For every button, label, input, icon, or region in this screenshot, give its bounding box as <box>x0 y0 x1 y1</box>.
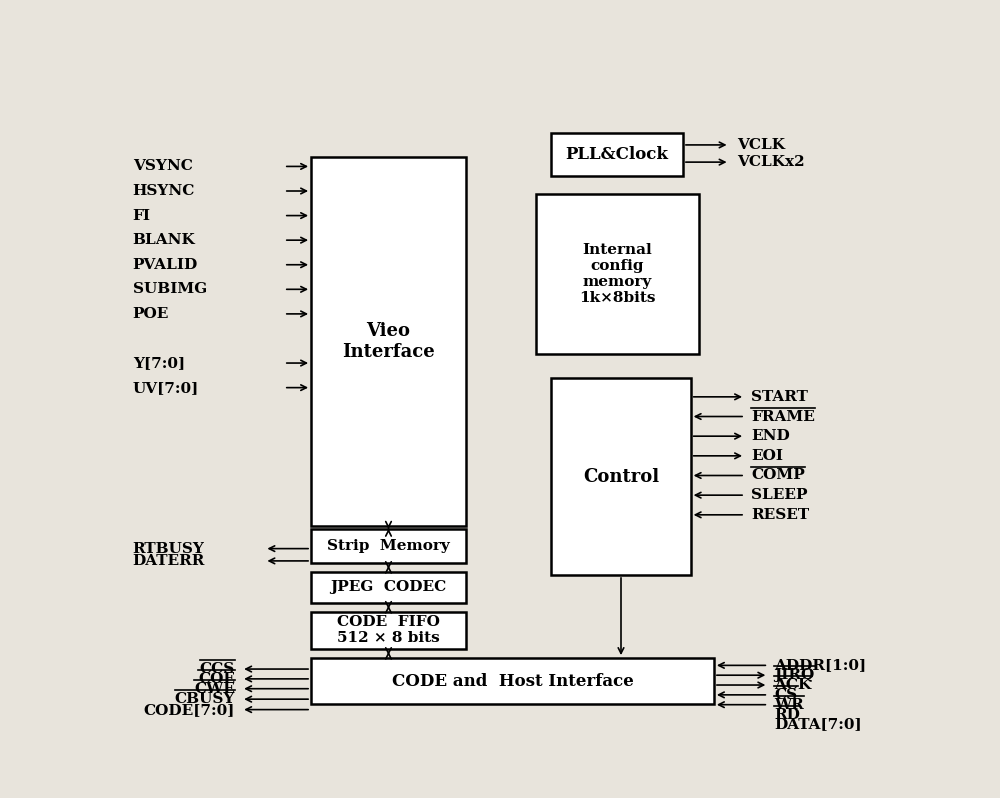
Text: ACK: ACK <box>774 678 812 692</box>
Text: BLANK: BLANK <box>133 233 196 247</box>
Text: Y[7:0]: Y[7:0] <box>133 356 185 370</box>
Text: FRAME: FRAME <box>751 409 815 424</box>
Text: Strip  Memory: Strip Memory <box>327 539 450 553</box>
Text: ADDR[1:0]: ADDR[1:0] <box>774 658 867 673</box>
Text: PLL&Clock: PLL&Clock <box>566 145 669 163</box>
Text: VSYNC: VSYNC <box>133 160 193 173</box>
Bar <box>551 378 691 575</box>
Text: HSYNC: HSYNC <box>133 184 195 198</box>
Text: START: START <box>751 390 808 404</box>
Text: JIRQ: JIRQ <box>774 668 815 682</box>
Bar <box>311 157 466 526</box>
Text: UV[7:0]: UV[7:0] <box>133 381 199 395</box>
Bar <box>311 572 466 602</box>
Text: FI: FI <box>133 208 151 223</box>
Text: RESET: RESET <box>751 508 809 522</box>
Bar <box>536 194 698 354</box>
Text: COE: COE <box>198 672 235 686</box>
Text: Control: Control <box>583 468 659 486</box>
Bar <box>311 529 466 563</box>
Text: Vieo
Interface: Vieo Interface <box>342 322 435 361</box>
Text: JPEG  CODEC: JPEG CODEC <box>330 580 447 595</box>
Bar <box>551 132 683 176</box>
Text: DATA[7:0]: DATA[7:0] <box>774 717 862 731</box>
Text: CODE[7:0]: CODE[7:0] <box>144 702 235 717</box>
Text: RD: RD <box>774 708 800 721</box>
Text: CBUSY: CBUSY <box>175 692 235 706</box>
Text: PVALID: PVALID <box>133 258 198 272</box>
Text: VCLKx2: VCLKx2 <box>737 155 805 169</box>
Text: SLEEP: SLEEP <box>751 488 808 502</box>
Text: RTBUSY: RTBUSY <box>133 542 205 555</box>
Text: SUBIMG: SUBIMG <box>133 282 207 296</box>
Text: CODE and  Host Interface: CODE and Host Interface <box>392 673 633 689</box>
Text: COMP: COMP <box>751 468 805 483</box>
Text: VCLK: VCLK <box>737 138 785 152</box>
Text: CS: CS <box>774 688 798 702</box>
Text: END: END <box>751 429 790 443</box>
Text: CCS: CCS <box>200 662 235 676</box>
Text: EOI: EOI <box>751 448 783 463</box>
Text: DATERR: DATERR <box>133 554 205 568</box>
Text: Internal
config
memory
1k×8bits: Internal config memory 1k×8bits <box>579 243 655 306</box>
Text: CODE  FIFO
512 × 8 bits: CODE FIFO 512 × 8 bits <box>337 615 440 646</box>
Text: POE: POE <box>133 307 169 321</box>
Text: WR: WR <box>774 697 804 712</box>
Bar <box>311 612 466 649</box>
Bar <box>311 658 714 704</box>
Text: CWE: CWE <box>194 681 235 696</box>
